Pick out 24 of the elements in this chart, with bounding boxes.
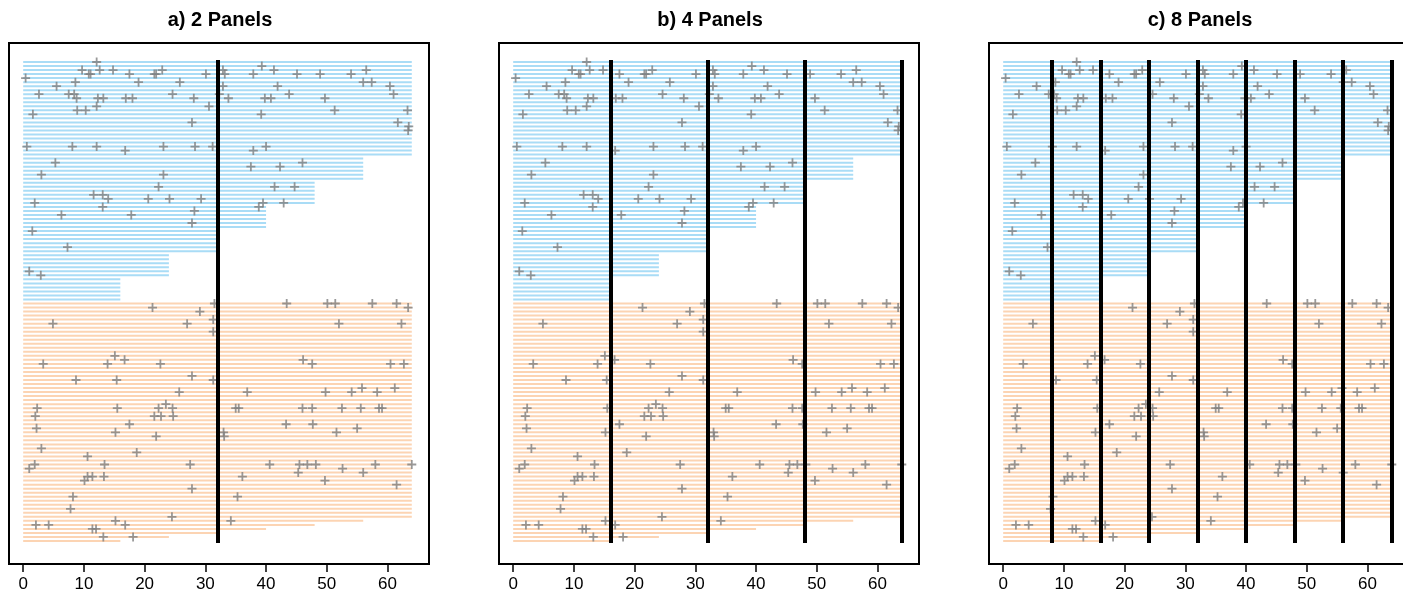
x-tick-label: 50 (807, 574, 827, 592)
x-tick-label: 0 (998, 574, 1008, 592)
x-tick-label: 0 (508, 574, 518, 592)
chart-title: b) 4 Panels (657, 8, 763, 30)
x-tick-label: 50 (1297, 574, 1317, 592)
chart-title: a) 2 Panels (167, 8, 273, 30)
x-tick-label: 50 (317, 574, 337, 592)
x-tick-label: 30 (685, 574, 705, 592)
x-tick-label: 20 (1115, 574, 1135, 592)
x-tick-label: 60 (868, 574, 887, 592)
x-tick-label: 10 (1054, 574, 1074, 592)
x-tick-label: 10 (564, 574, 584, 592)
x-tick-label: 10 (74, 574, 94, 592)
chart-title: c) 8 Panels (1147, 8, 1253, 30)
x-tick-label: 20 (135, 574, 155, 592)
x-tick-label: 30 (195, 574, 215, 592)
x-tick-label: 40 (1236, 574, 1256, 592)
x-tick-label: 0 (18, 574, 28, 592)
x-tick-label: 40 (746, 574, 766, 592)
x-tick-label: 20 (625, 574, 645, 592)
x-tick-label: 60 (1358, 574, 1377, 592)
x-tick-label: 40 (256, 574, 276, 592)
x-tick-label: 60 (378, 574, 397, 592)
x-tick-label: 30 (1175, 574, 1195, 592)
